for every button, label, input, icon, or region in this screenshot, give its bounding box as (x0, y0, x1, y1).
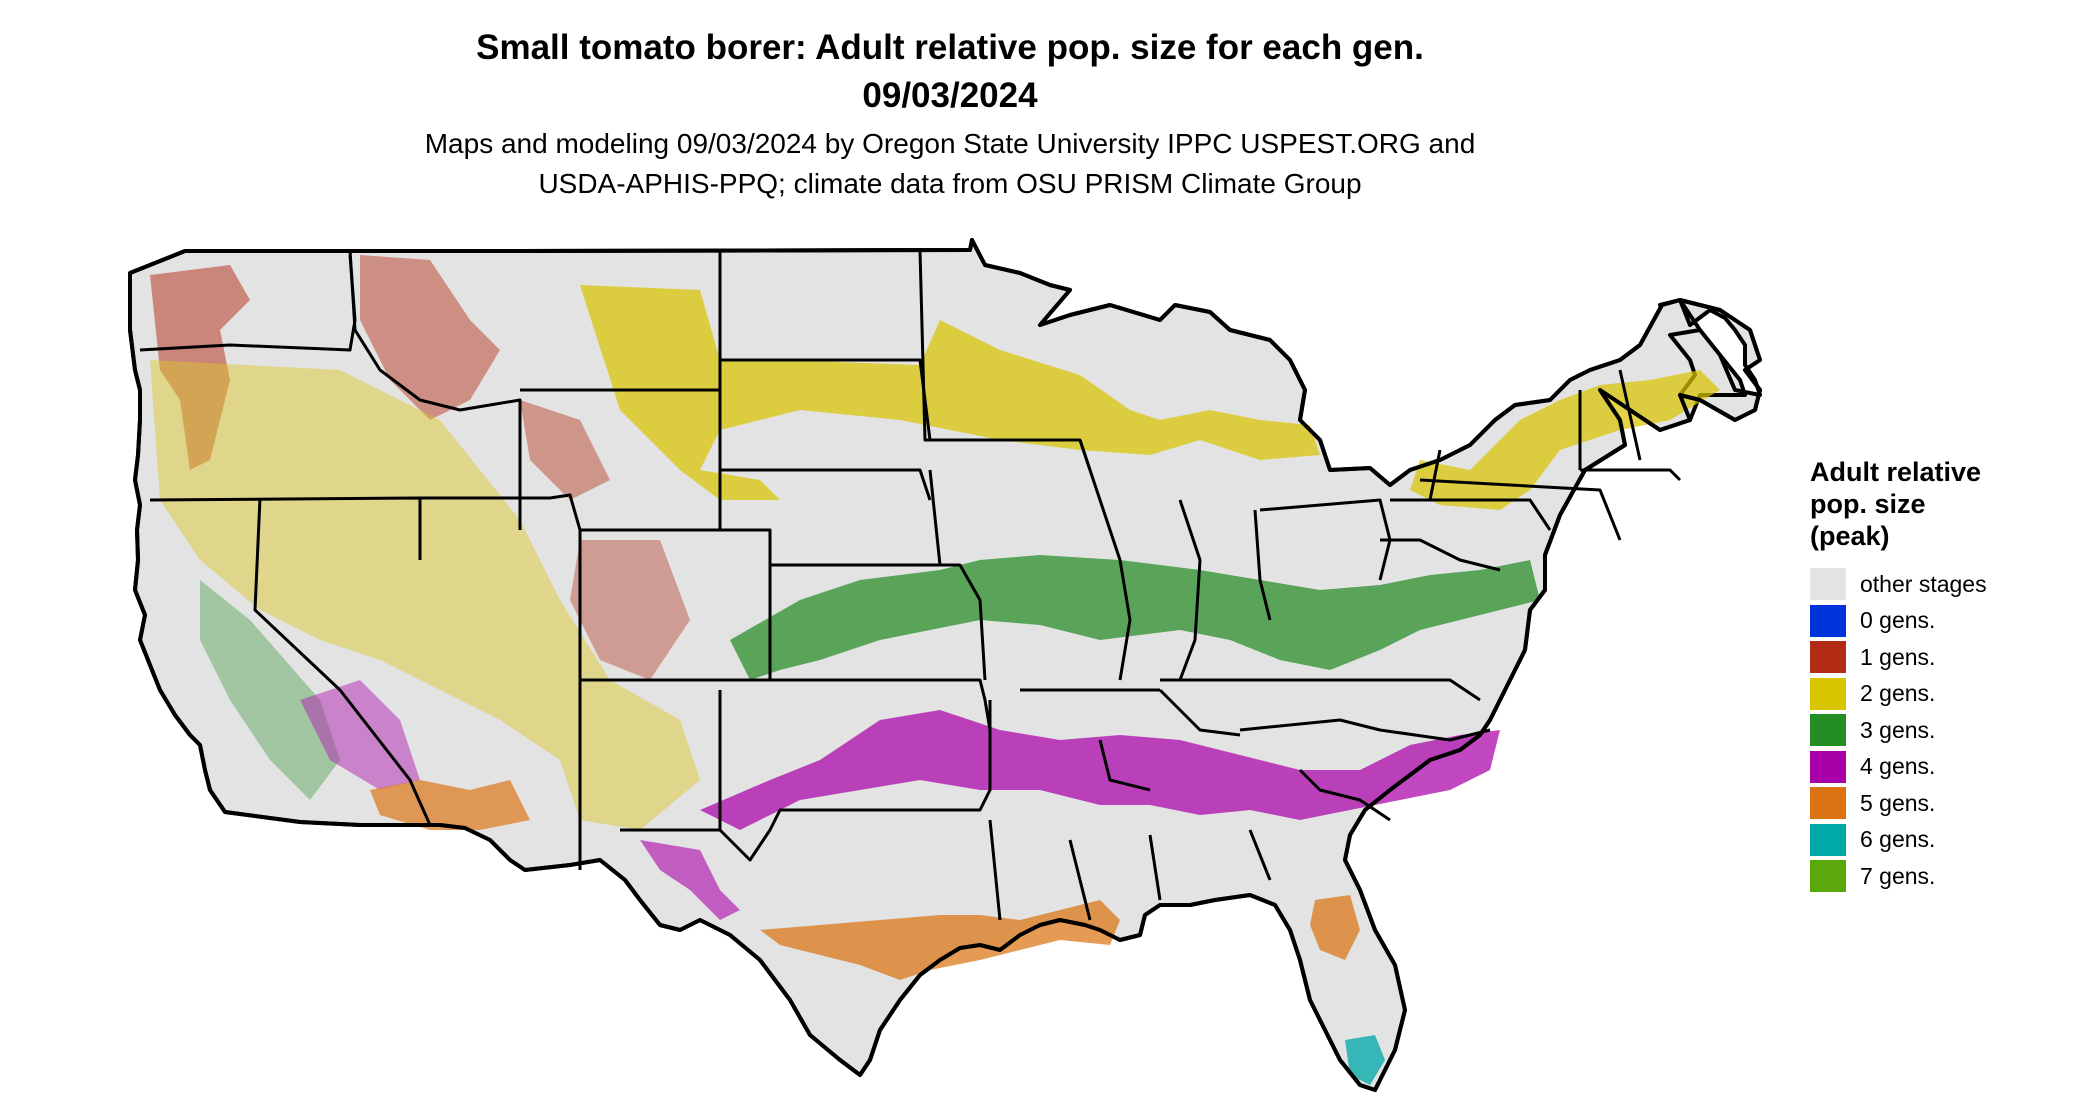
band-1-gen-idaho (360, 255, 500, 420)
legend-swatch (1810, 750, 1846, 783)
legend-swatch (1810, 714, 1846, 747)
band-3-gen-west (200, 580, 340, 800)
us-outline-stroke (128, 238, 1762, 1092)
legend-item-3-gens: 3 gens. (1810, 712, 2080, 749)
map-subtitle-line1: Maps and modeling 09/03/2024 by Oregon S… (424, 128, 1476, 159)
legend-label: 4 gens. (1860, 753, 1936, 780)
band-4-gen-southwest (300, 680, 420, 790)
legend-item-4-gens: 4 gens. (1810, 749, 2080, 786)
band-1-gen-wyoming (520, 400, 610, 500)
legend-label: 1 gens. (1860, 643, 1936, 670)
legend-title-line1: Adult relative (1810, 457, 1982, 487)
legend-title-line3: (peak) (1810, 521, 1890, 551)
legend-title-line2: pop. size (1810, 489, 1926, 519)
legend-swatch (1810, 787, 1846, 820)
legend-title: Adult relative pop. size (peak) (1810, 456, 2080, 552)
band-6-gen-florida (1345, 1035, 1385, 1085)
map-subtitle: Maps and modeling 09/03/2024 by Oregon S… (300, 124, 1600, 204)
band-4-gen-texas (640, 840, 740, 920)
legend-item-7-gens: 7 gens. (1810, 858, 2080, 895)
map-title-line1: Small tomato borer: Adult relative pop. … (476, 28, 1424, 67)
band-1-gen-nw (150, 265, 250, 470)
band-2-gen-north (580, 285, 1320, 500)
legend-label: 0 gens. (1860, 607, 1936, 634)
legend-item-6-gens: 6 gens. (1810, 822, 2080, 859)
legend-label: 3 gens. (1860, 716, 1936, 743)
band-2-gen-northeast (1410, 370, 1720, 510)
band-4-gen-south (700, 710, 1500, 830)
state-borders (139, 249, 1682, 921)
band-5-gen-arizona (370, 780, 530, 830)
map-subtitle-line2: USDA-APHIS-PPQ; climate data from OSU PR… (538, 168, 1362, 199)
legend-label: 5 gens. (1860, 789, 1936, 816)
legend-swatch (1810, 604, 1846, 637)
band-3-gen-central (730, 555, 1540, 680)
legend-swatch (1810, 568, 1846, 601)
legend-swatch (1810, 641, 1846, 674)
legend: Adult relative pop. size (peak) other st… (1810, 456, 2080, 895)
legend-item-5-gens: 5 gens. (1810, 785, 2080, 822)
legend-swatch (1810, 860, 1846, 893)
legend-item-0-gens: 0 gens. (1810, 603, 2080, 640)
legend-swatch (1810, 677, 1846, 710)
map-title: Small tomato borer: Adult relative pop. … (300, 24, 1600, 120)
band-5-gen-gulf (760, 900, 1120, 980)
legend-label: other stages (1860, 570, 1987, 597)
legend-label: 6 gens. (1860, 826, 1936, 853)
legend-item-other-stages: other stages (1810, 566, 2080, 603)
generation-bands (150, 255, 1720, 1085)
band-1-gen-colorado (570, 540, 690, 680)
map-title-date: 09/03/2024 (862, 76, 1038, 115)
legend-item-1-gens: 1 gens. (1810, 639, 2080, 676)
legend-label: 7 gens. (1860, 862, 1936, 889)
legend-item-2-gens: 2 gens. (1810, 676, 2080, 713)
legend-label: 2 gens. (1860, 680, 1936, 707)
band-5-gen-florida (1310, 895, 1360, 960)
band-2-gen-west (150, 360, 700, 830)
legend-swatch (1810, 823, 1846, 856)
